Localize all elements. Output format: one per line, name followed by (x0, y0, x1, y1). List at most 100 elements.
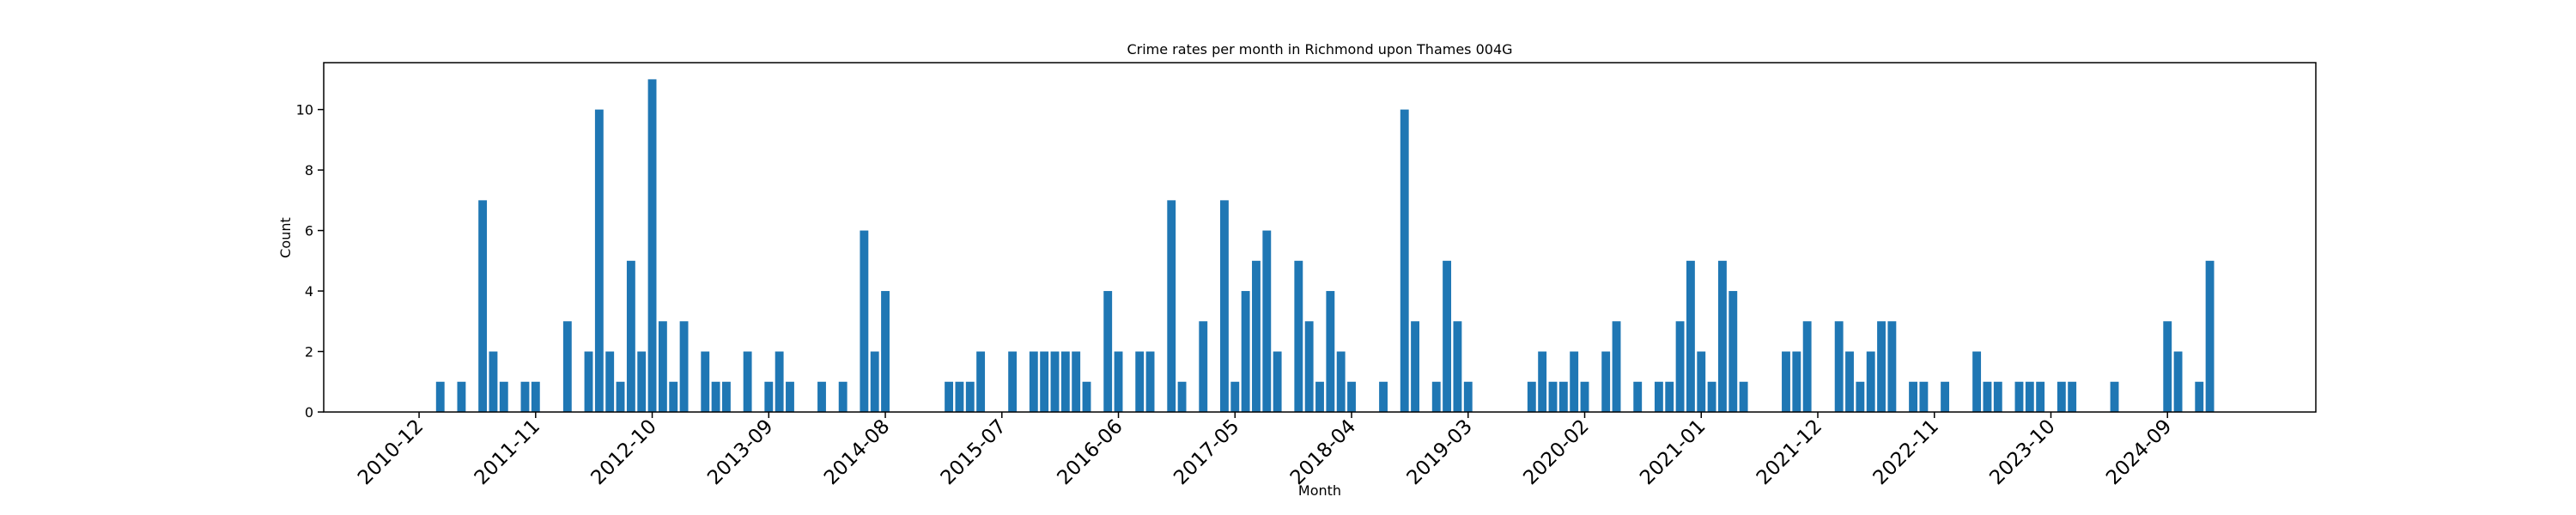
plot-frame (323, 62, 2317, 413)
bar (1315, 381, 1324, 412)
bar (1538, 351, 1547, 412)
bar (1802, 321, 1812, 412)
bar (1411, 321, 1419, 412)
bar (1167, 200, 1176, 412)
bar (1665, 381, 1674, 412)
x-tick-label: 2023-10 (1985, 415, 2059, 489)
y-axis-label: Count (277, 217, 294, 258)
bar (616, 381, 625, 412)
bar (2195, 381, 2204, 412)
bar (838, 381, 848, 412)
bar (775, 351, 784, 412)
bar (1686, 260, 1695, 412)
x-tick-label: 2021-01 (1636, 415, 1710, 489)
bar (1580, 381, 1589, 412)
bar (1612, 321, 1621, 412)
bar (2057, 381, 2066, 412)
bar (1919, 381, 1929, 412)
x-tick-label: 2013-09 (703, 415, 777, 489)
bar (1792, 351, 1801, 412)
bar (1199, 321, 1208, 412)
x-tick-label: 2014-08 (820, 415, 894, 489)
bar (1453, 321, 1462, 412)
bar (1252, 260, 1261, 412)
bar (626, 260, 635, 412)
bar (1294, 260, 1303, 412)
bar (1262, 230, 1272, 412)
bar (817, 381, 826, 412)
bar (1040, 351, 1049, 412)
bar (1866, 351, 1875, 412)
bar (945, 381, 954, 412)
x-tick-label: 2022-11 (1869, 415, 1943, 489)
bar (1718, 260, 1727, 412)
x-tick-label: 2024-09 (2102, 415, 2176, 489)
bar (499, 381, 508, 412)
bar (1241, 291, 1250, 412)
bar (457, 381, 466, 412)
bar (1008, 351, 1018, 412)
x-tick-label: 2010-12 (354, 415, 428, 489)
bar (478, 200, 488, 412)
bar (1633, 381, 1643, 412)
bar (786, 381, 794, 412)
bar (1739, 381, 1748, 412)
bar (881, 291, 890, 412)
x-tick-label: 2021-12 (1753, 415, 1826, 489)
bar (489, 351, 498, 412)
bar (1082, 381, 1091, 412)
y-tick-label: 8 (305, 162, 313, 179)
bar (860, 230, 869, 412)
bar (1220, 200, 1229, 412)
y-tick-label: 10 (296, 102, 313, 118)
bar (976, 351, 986, 412)
bar (1072, 351, 1081, 412)
bar (605, 351, 615, 412)
bar (594, 109, 604, 412)
bar (1177, 381, 1187, 412)
bar (435, 381, 445, 412)
bar (2036, 381, 2045, 412)
bar (2163, 321, 2172, 412)
bar (1304, 321, 1314, 412)
bar (1400, 109, 1409, 412)
bar (669, 381, 678, 412)
bar (520, 381, 530, 412)
bar (711, 381, 720, 412)
bar (1972, 351, 1982, 412)
bar (764, 381, 774, 412)
bar (722, 381, 731, 412)
bar (562, 321, 572, 412)
bar (1135, 351, 1145, 412)
bar (658, 321, 667, 412)
y-tick-label: 0 (305, 404, 313, 421)
bar (1050, 351, 1060, 412)
bar (1707, 381, 1716, 412)
bar (647, 79, 657, 412)
bar (637, 351, 647, 412)
bar (1570, 351, 1579, 412)
y-tick-label: 4 (305, 283, 313, 300)
bar (1230, 381, 1240, 412)
bar (1845, 351, 1854, 412)
bar (1558, 381, 1568, 412)
bar (1856, 381, 1865, 412)
bar (1145, 351, 1155, 412)
bar (1877, 321, 1886, 412)
bar (1909, 381, 1917, 412)
bar (1273, 351, 1282, 412)
bar (2068, 381, 2077, 412)
x-tick-label: 2019-03 (1403, 415, 1477, 489)
x-tick-label: 2020-02 (1519, 415, 1593, 489)
bar (1993, 381, 2002, 412)
bar (1379, 381, 1388, 412)
y-tick-label: 2 (305, 344, 313, 360)
bar (1654, 381, 1663, 412)
bar (1941, 381, 1950, 412)
x-axis-label: Month (1298, 482, 1341, 499)
bar (584, 351, 593, 412)
x-tick-label: 2011-11 (471, 415, 544, 489)
bar (1347, 381, 1356, 412)
bar (870, 351, 879, 412)
bar (955, 381, 964, 412)
